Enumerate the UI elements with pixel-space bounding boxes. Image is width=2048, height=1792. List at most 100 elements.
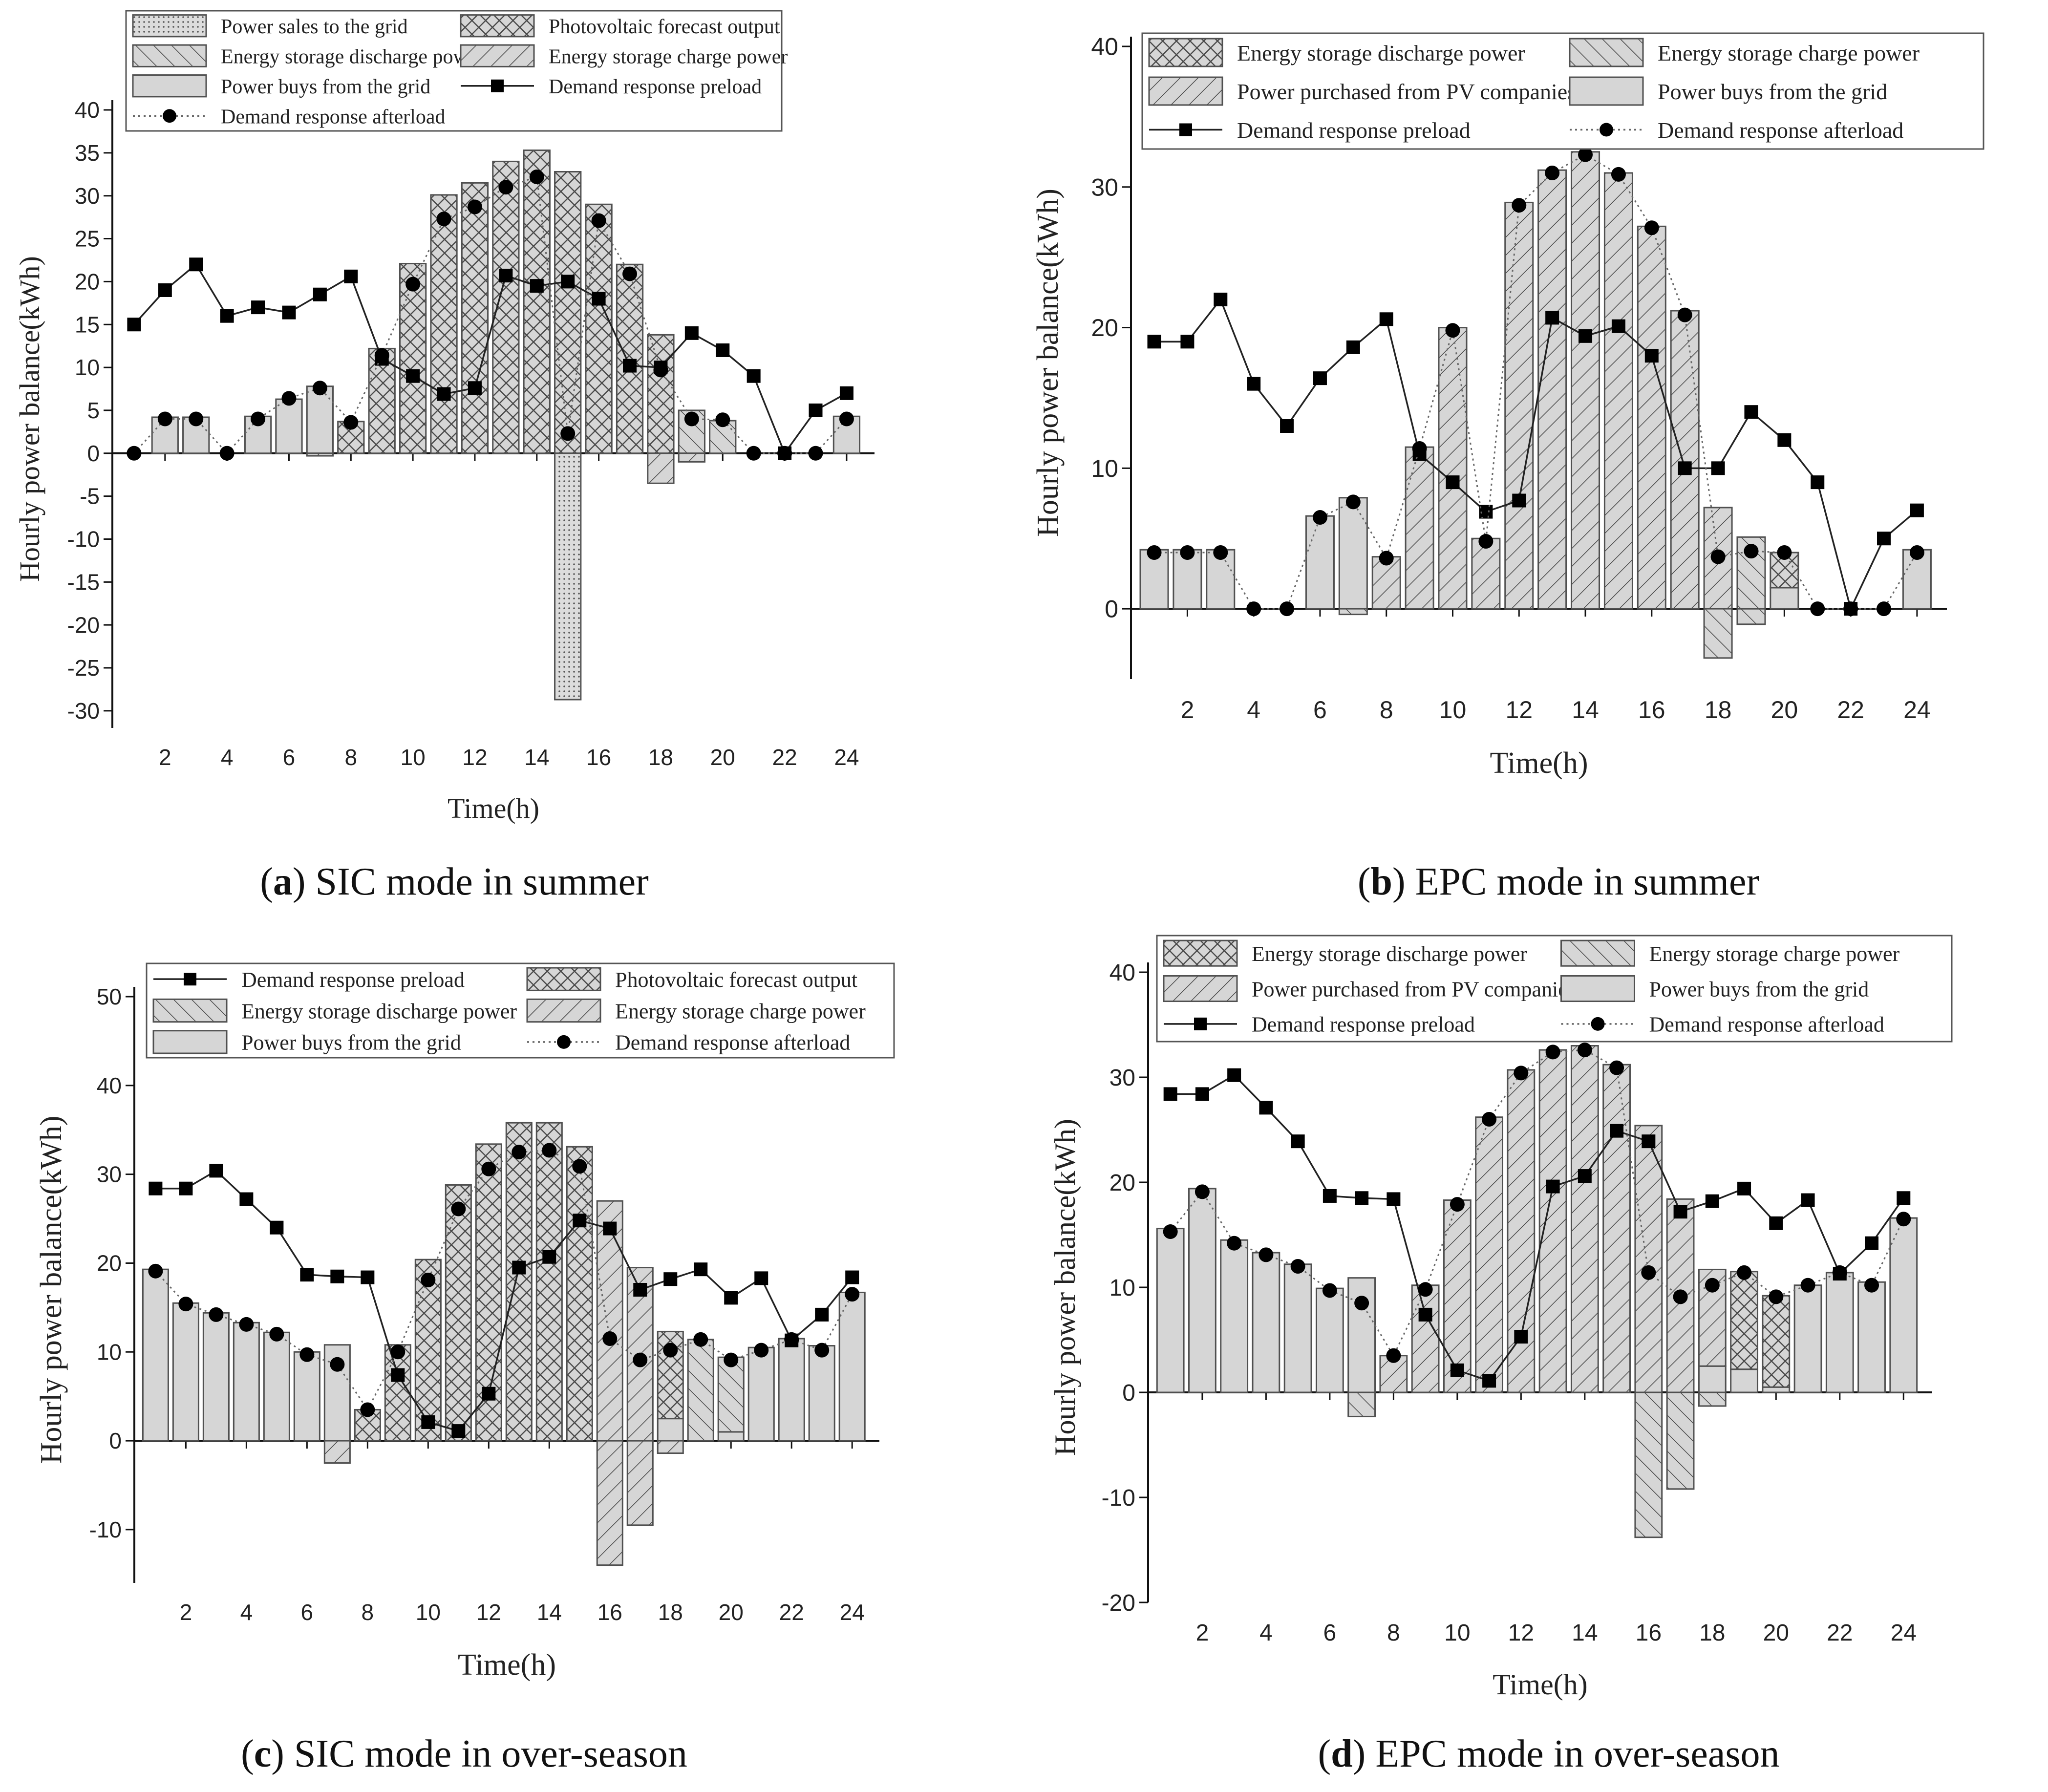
bar-solid-h19: [1730, 1368, 1758, 1393]
afterload-marker: [1644, 220, 1659, 235]
legend-dot-marker-icon: [1591, 1017, 1605, 1031]
x-axis-title: Time(h): [1493, 1668, 1587, 1701]
bar-fwd-h10: [1443, 1199, 1472, 1393]
bar-solid-h22: [778, 1338, 805, 1442]
legend-label: Energy storage discharge power: [241, 999, 517, 1023]
x-tick-label: 14: [524, 745, 549, 770]
legend-swatch-icon: [526, 998, 601, 1023]
afterload-marker: [1445, 323, 1460, 338]
bar-fwd-h17: [626, 1440, 654, 1526]
x-tick-label: 12: [1505, 696, 1533, 724]
preload-marker: [694, 1262, 708, 1277]
legend-label: Energy storage discharge power: [1252, 942, 1527, 966]
afterload-marker: [1577, 1043, 1592, 1058]
bar-fwd-h12: [1504, 201, 1534, 610]
afterload-marker: [633, 1352, 648, 1367]
preload-marker: [530, 279, 544, 293]
x-tick-label: 8: [1387, 1620, 1400, 1646]
y-tick-label: 35: [75, 140, 100, 166]
preload-marker: [1512, 493, 1526, 508]
legend-label: Demand response preload: [1237, 118, 1471, 143]
preload-marker: [603, 1221, 617, 1236]
preload-marker: [512, 1260, 526, 1275]
preload-marker: [1323, 1189, 1337, 1203]
preload-line: [1170, 1074, 1904, 1382]
preload-marker: [1579, 329, 1593, 343]
bar-solid-h21: [747, 1346, 775, 1442]
afterload-marker: [572, 1159, 587, 1174]
legend-swatch-icon: [1569, 38, 1644, 67]
afterload-line: [133, 176, 848, 455]
y-tick-label: 30: [1109, 1065, 1135, 1091]
preload-marker: [1644, 349, 1659, 363]
preload-marker: [361, 1270, 375, 1284]
y-tick-label: 30: [75, 183, 100, 209]
afterload-marker: [512, 1145, 527, 1160]
x-tick-label: 2: [1196, 1620, 1209, 1646]
y-axis-title: Hourly power balance(kWh): [14, 256, 45, 582]
bar-fwd-h13: [1538, 1049, 1567, 1393]
bar-cross-h17: [616, 263, 644, 454]
preload-marker: [1737, 1181, 1751, 1195]
afterload-marker: [1864, 1278, 1879, 1293]
preload-marker: [845, 1270, 859, 1284]
afterload-marker: [1705, 1278, 1720, 1293]
x-tick-label: 6: [301, 1600, 314, 1625]
afterload-marker: [715, 412, 730, 427]
caption-d: (d) EPC mode in over-season: [1318, 1732, 1780, 1775]
bar-solid-h24: [838, 1291, 866, 1442]
y-tick-label: 0: [109, 1428, 122, 1453]
afterload-marker: [653, 363, 668, 378]
bar-solid-h3: [202, 1312, 230, 1442]
bar-cross-h11: [445, 1184, 472, 1442]
bar-cross-h15: [566, 1146, 593, 1442]
bar-solid-h20: [1762, 1386, 1791, 1393]
preload-marker: [542, 1250, 556, 1264]
caption-a-letter: a: [273, 860, 293, 903]
preload-marker: [573, 1214, 587, 1228]
bar-cross-h14: [523, 149, 551, 454]
afterload-marker: [1810, 601, 1825, 617]
preload-marker: [451, 1424, 466, 1438]
legend-square-marker-icon: [1194, 1017, 1207, 1030]
bar-back-h7: [1347, 1391, 1376, 1417]
x-tick-label: 10: [1444, 1620, 1470, 1646]
preload-marker: [633, 1283, 647, 1297]
legend-label: Power buys from the grid: [1658, 79, 1887, 104]
legend-swatch-icon: [132, 74, 207, 98]
legend-box: [1156, 935, 1953, 1043]
afterload-marker: [1769, 1289, 1784, 1304]
bar-fwd-h18: [647, 452, 675, 484]
bar-solid-h6: [1305, 515, 1335, 610]
x-tick-label: 6: [1323, 1620, 1337, 1646]
bar-fwd-h18: [657, 1440, 684, 1454]
bar-back-h19: [687, 1339, 714, 1442]
legend-label: Demand response preload: [1252, 1013, 1475, 1037]
caption-d-letter: d: [1331, 1732, 1353, 1775]
y-tick-label: 20: [1109, 1170, 1135, 1196]
y-tick-label: -20: [67, 612, 100, 638]
afterload-marker: [498, 180, 513, 195]
preload-marker: [809, 403, 823, 417]
x-tick-label: 24: [834, 745, 859, 770]
preload-marker: [1379, 312, 1393, 326]
bar-fwd-h11: [1475, 1116, 1504, 1393]
bar-cross-h20: [1762, 1295, 1791, 1388]
legend-swatch-icon: [526, 967, 601, 991]
preload-marker: [1387, 1192, 1401, 1206]
bar-fwd-h10: [1438, 327, 1468, 610]
afterload-marker: [1312, 510, 1327, 525]
x-tick-label: 18: [1705, 696, 1732, 724]
afterload-marker: [343, 415, 359, 430]
afterload-marker: [1545, 1045, 1560, 1060]
legend-dot-marker-icon: [163, 109, 176, 123]
legend-label: Photovoltaic forecast output: [615, 968, 857, 992]
afterload-marker: [663, 1343, 678, 1358]
x-tick-label: 14: [537, 1600, 562, 1625]
x-tick-label: 16: [1636, 1620, 1662, 1646]
y-tick-label: 30: [97, 1162, 122, 1187]
bar-solid-h5: [1283, 1263, 1312, 1393]
preload-marker: [1865, 1236, 1879, 1250]
